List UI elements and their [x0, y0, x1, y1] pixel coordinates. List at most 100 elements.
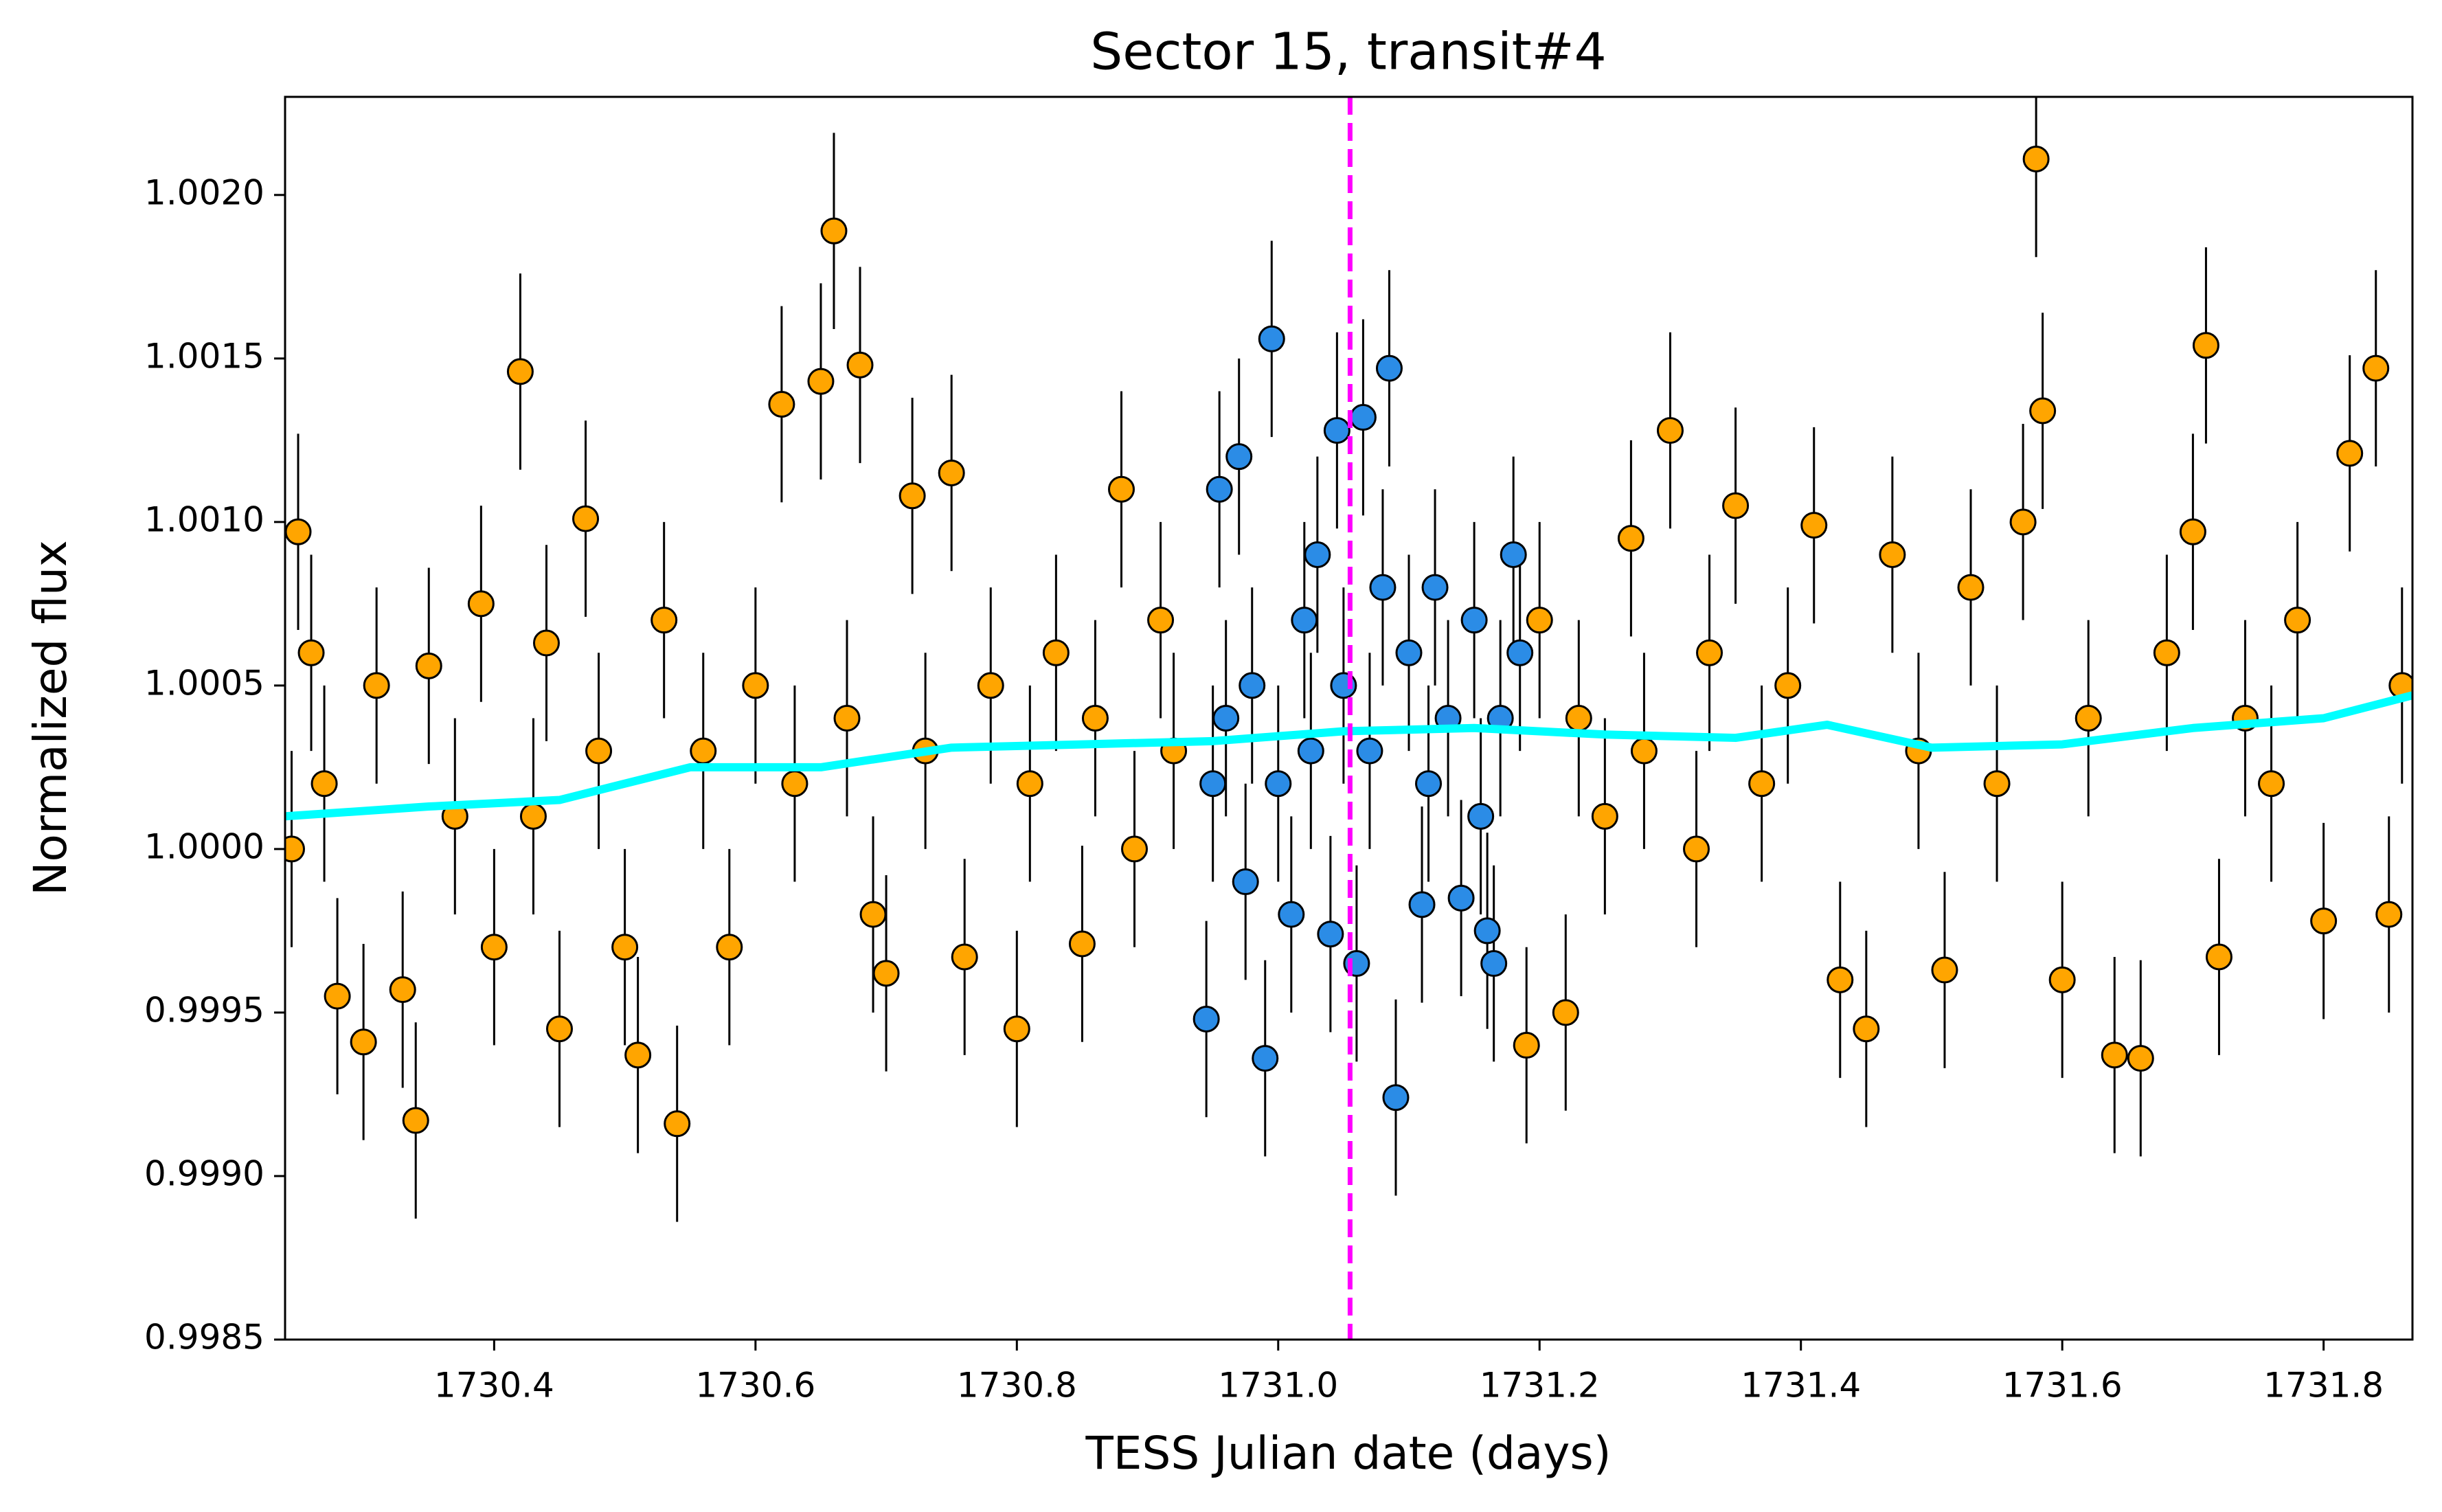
data-point [1369, 574, 1397, 601]
data-point [1957, 574, 1985, 601]
y-tick-label: 1.0015 [144, 336, 264, 376]
data-point [285, 835, 306, 863]
x-axis-label: TESS Julian date (days) [1085, 1427, 1611, 1480]
y-tick-label: 1.0020 [144, 172, 264, 212]
data-point [807, 368, 835, 395]
data-point [624, 1041, 652, 1069]
x-tick-label: 1731.4 [1741, 1366, 1861, 1406]
data-point [1983, 770, 2011, 798]
data-point [1722, 492, 1750, 519]
data-point [1415, 770, 1443, 798]
data-point [1206, 475, 1233, 503]
y-tick-label: 1.0005 [144, 663, 264, 703]
data-point [1382, 1084, 1410, 1112]
data-point [350, 1028, 377, 1056]
data-point [1042, 639, 1070, 666]
x-tick-label: 1730.4 [434, 1366, 554, 1406]
plot-frame [284, 95, 2414, 1341]
y-tick-label: 1.0000 [144, 826, 264, 866]
data-point [297, 639, 325, 666]
data-point [2179, 518, 2206, 545]
data-point [285, 518, 312, 545]
data-point [2022, 145, 2050, 172]
data-point [1656, 417, 1684, 444]
data-point [1147, 607, 1175, 634]
data-point [898, 482, 926, 510]
chart-title: Sector 15, transit#4 [1090, 23, 1607, 82]
data-point [1239, 672, 1266, 699]
data-point [1421, 574, 1449, 601]
data-point [1473, 917, 1501, 945]
data-point [1683, 835, 1710, 863]
data-point [977, 672, 1004, 699]
data-point [1513, 1032, 1540, 1059]
data-point [1232, 868, 1259, 896]
data-point [2153, 639, 2180, 666]
data-point [1827, 966, 1854, 993]
data-point [951, 943, 978, 971]
data-point [1003, 1015, 1030, 1043]
data-point [1107, 475, 1135, 503]
data-point [846, 351, 874, 379]
data-point [1480, 950, 1508, 978]
data-point [572, 505, 600, 532]
x-tick-label: 1730.6 [695, 1366, 815, 1406]
data-point [1304, 541, 1331, 568]
data-point [506, 358, 534, 385]
data-point [2127, 1045, 2154, 1072]
data-point [1317, 921, 1344, 948]
data-point [2048, 966, 2076, 993]
data-point [1408, 891, 1436, 918]
data-point [1349, 404, 1377, 431]
data-point [324, 982, 351, 1010]
x-tick-label: 1731.6 [2002, 1366, 2123, 1406]
data-point [2362, 354, 2390, 382]
data-point [1853, 1015, 1880, 1043]
data-point [1506, 639, 1534, 666]
data-point [1297, 737, 1324, 765]
data-point [2205, 943, 2232, 971]
data-point [1081, 705, 1109, 732]
x-tick-label: 1731.2 [1480, 1366, 1600, 1406]
data-point [820, 217, 848, 245]
x-tick-label: 1730.8 [957, 1366, 1077, 1406]
data-point [1212, 705, 1240, 732]
data-point [1258, 325, 1285, 352]
data-point [1774, 672, 1802, 699]
y-axis-label: Normalized flux [24, 540, 77, 896]
data-point [1068, 930, 1096, 958]
data-point [310, 770, 338, 798]
data-point [2258, 770, 2285, 798]
data-point [2375, 901, 2403, 928]
data-point [1931, 956, 1958, 984]
data-point [1565, 705, 1592, 732]
data-point [1278, 901, 1305, 928]
data-point [1375, 354, 1403, 382]
data-point [1748, 770, 1776, 798]
data-point [1323, 417, 1350, 444]
data-point [2101, 1041, 2128, 1069]
x-tick-label: 1731.0 [1218, 1366, 1338, 1406]
y-tick-label: 0.9995 [144, 990, 264, 1030]
data-point [742, 672, 769, 699]
data-point [2336, 440, 2364, 467]
y-tick-label: 1.0010 [144, 499, 264, 539]
y-tick-label: 0.9990 [144, 1153, 264, 1193]
data-point [1291, 607, 1318, 634]
data-point [1526, 607, 1553, 634]
data-point [2284, 607, 2311, 634]
data-point [1800, 512, 1828, 539]
data-point [1879, 541, 1906, 568]
data-point [467, 590, 495, 618]
data-point [1591, 802, 1618, 830]
data-point [1460, 607, 1488, 634]
data-point [859, 901, 887, 928]
data-point [415, 652, 442, 679]
data-point [651, 607, 678, 634]
data-point [2009, 508, 2037, 536]
data-point [1121, 835, 1149, 863]
data-point [938, 459, 965, 486]
data-point [1696, 639, 1723, 666]
